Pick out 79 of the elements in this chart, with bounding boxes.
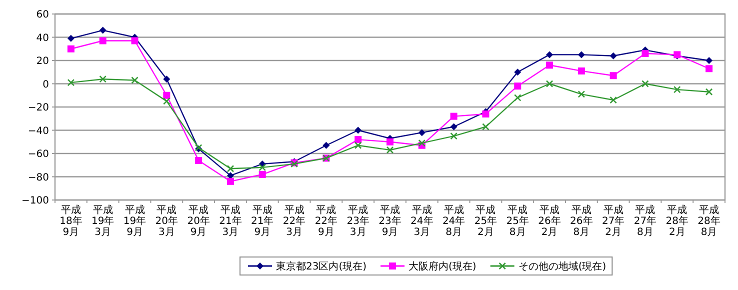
x-tick-label: 平成24年3月 (410, 204, 434, 238)
point (354, 142, 362, 150)
point (546, 62, 554, 69)
x-tick-label: 平成21年9月 (251, 204, 274, 238)
point (642, 50, 649, 58)
point (706, 65, 713, 72)
x-tick-label: 平成28年2月 (666, 204, 689, 238)
x-tick-label: 平成22年9月 (314, 204, 338, 238)
point (67, 45, 74, 52)
point (99, 75, 107, 83)
x-tick-label: 平成27年2月 (602, 204, 625, 238)
y-tick-label: −40 (28, 126, 49, 137)
x-tick-label: 平成25年8月 (506, 204, 529, 238)
point (450, 132, 458, 140)
x-tick-label: 平成21年3月 (219, 204, 242, 238)
point (418, 129, 426, 136)
x-tick-label: 平成27年8月 (634, 204, 657, 238)
point (706, 57, 713, 64)
point (482, 123, 490, 130)
x-tick-label: 平成26年2月 (538, 204, 561, 238)
point (514, 82, 522, 90)
y-tick-label: 60 (36, 10, 49, 20)
y-tick-label: 0 (42, 79, 49, 90)
point (642, 80, 649, 88)
legend-label: 東京都23区内(現在) (276, 260, 367, 272)
point (386, 138, 394, 146)
point (450, 123, 458, 130)
y-tick-label: 40 (36, 32, 49, 44)
x-tick-label: 平成25年2月 (474, 204, 498, 238)
x-tick-label: 平成22年3月 (282, 204, 306, 238)
point (610, 96, 617, 104)
point (578, 90, 586, 98)
point (322, 142, 330, 149)
point (163, 92, 170, 99)
y-tick-label: 20 (36, 56, 49, 67)
point (354, 126, 362, 134)
point (258, 164, 266, 172)
point (67, 34, 74, 42)
x-tick-label: 平成20年9月 (187, 204, 210, 238)
point (705, 88, 713, 96)
point (226, 178, 234, 185)
point (195, 156, 202, 164)
point (578, 67, 585, 74)
point (99, 37, 106, 44)
point (99, 26, 106, 34)
point (258, 170, 266, 178)
point (514, 94, 522, 102)
point (386, 146, 394, 154)
point (131, 76, 138, 84)
legend-label: その他の地域(現在) (518, 260, 606, 272)
point (610, 52, 617, 60)
point (673, 86, 681, 94)
x-tick-label: 平成19年9月 (123, 204, 146, 238)
x-tick-label: 平成18年9月 (60, 204, 82, 238)
point (610, 72, 617, 80)
point (226, 164, 234, 172)
point (546, 51, 554, 58)
y-tick-label: −20 (28, 102, 49, 114)
point (514, 68, 522, 76)
point (163, 76, 170, 83)
point (418, 139, 426, 147)
x-tick-label: 平成23年9月 (378, 204, 402, 238)
point (578, 51, 585, 58)
x-tick-label: 平成28年8月 (698, 204, 720, 238)
point (450, 112, 458, 120)
point (354, 136, 362, 144)
x-tick-label: 平成23年3月 (346, 204, 370, 238)
x-tick-label: 平成19年3月 (91, 204, 114, 238)
x-tick-label: 平成24年8月 (442, 204, 466, 238)
x-tick-label: 平成20年3月 (155, 204, 178, 238)
x-tick-label: 平成26年8月 (570, 204, 593, 238)
legend-label: 大阪府内(現在) (408, 260, 476, 272)
point (131, 37, 138, 44)
point (67, 78, 75, 86)
point (163, 98, 170, 105)
y-tick-label: −80 (28, 172, 49, 184)
y-tick-label: −100 (22, 196, 49, 206)
point (546, 80, 554, 88)
y-tick-label: −60 (28, 149, 49, 160)
